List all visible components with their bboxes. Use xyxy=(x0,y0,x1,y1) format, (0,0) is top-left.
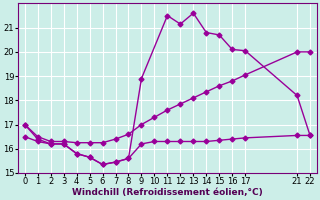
X-axis label: Windchill (Refroidissement éolien,°C): Windchill (Refroidissement éolien,°C) xyxy=(72,188,263,197)
